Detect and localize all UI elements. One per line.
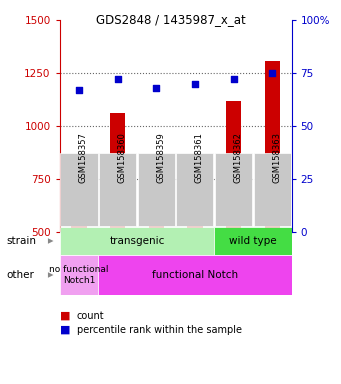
Text: other: other xyxy=(7,270,35,280)
Point xyxy=(269,70,275,76)
Bar xyxy=(60,227,214,255)
Bar xyxy=(98,255,292,295)
Bar xyxy=(138,154,175,225)
Text: transgenic: transgenic xyxy=(109,236,165,246)
Bar xyxy=(71,216,87,232)
Bar xyxy=(226,101,241,232)
Bar xyxy=(99,154,136,225)
Text: GSM158357: GSM158357 xyxy=(79,132,88,184)
Text: GDS2848 / 1435987_x_at: GDS2848 / 1435987_x_at xyxy=(95,13,246,26)
Bar xyxy=(215,154,252,225)
Text: percentile rank within the sample: percentile rank within the sample xyxy=(77,324,242,334)
Bar xyxy=(214,227,292,255)
Text: no functional
Notch1: no functional Notch1 xyxy=(49,265,109,285)
Text: GSM158361: GSM158361 xyxy=(195,132,204,184)
Text: ■: ■ xyxy=(60,311,70,321)
Bar xyxy=(265,61,280,232)
Bar xyxy=(176,154,213,225)
Point xyxy=(153,85,159,91)
Bar xyxy=(149,187,164,232)
Bar xyxy=(60,154,98,225)
Text: ■: ■ xyxy=(60,324,70,334)
Point xyxy=(231,76,236,83)
Bar xyxy=(60,255,98,295)
Bar xyxy=(254,154,291,225)
Point xyxy=(192,81,198,87)
Text: functional Notch: functional Notch xyxy=(152,270,238,280)
Text: wild type: wild type xyxy=(229,236,277,246)
Text: GSM158359: GSM158359 xyxy=(156,132,165,184)
Text: GSM158360: GSM158360 xyxy=(118,132,127,184)
Point xyxy=(115,76,120,83)
Bar xyxy=(110,113,125,232)
Point xyxy=(76,87,82,93)
Text: strain: strain xyxy=(7,236,37,246)
Text: count: count xyxy=(77,311,104,321)
Text: GSM158363: GSM158363 xyxy=(272,132,281,184)
Text: GSM158362: GSM158362 xyxy=(234,132,242,184)
Bar xyxy=(187,157,203,232)
